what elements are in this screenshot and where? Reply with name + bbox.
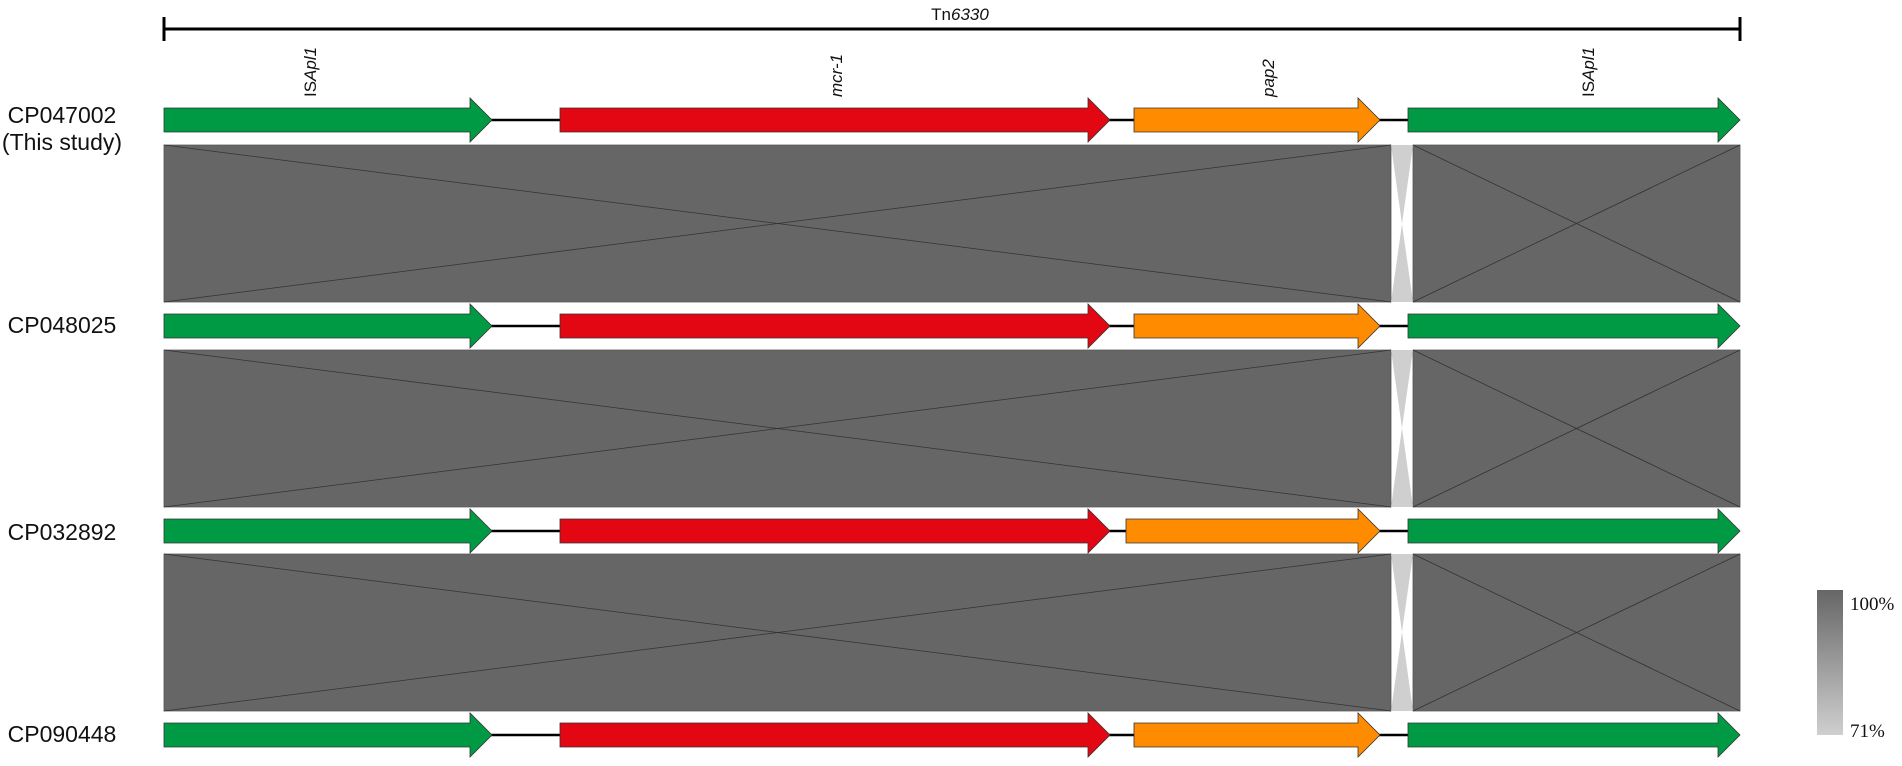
identity-gap-low: [1391, 554, 1413, 632]
gene-label-isapl1-left: ISApl1: [301, 47, 320, 97]
inversion-line: [1412, 144, 1741, 303]
track-cp032892: [163, 508, 1741, 554]
mcr1-arrow: [559, 303, 1111, 349]
comparison-block-3-4: [163, 553, 1741, 712]
gene-label-name: Apl1: [1579, 47, 1598, 82]
identity-gradient-bar: [1817, 590, 1843, 735]
isapl1-arrow: [1407, 508, 1741, 554]
comparison-blocks: [163, 144, 1741, 712]
gene-label-mcr1: mcr-1: [827, 54, 846, 97]
gene-label-isapl1-right: ISApl1: [1579, 47, 1598, 97]
legend-min-label: 71%: [1850, 721, 1885, 742]
inversion-line: [1412, 553, 1741, 712]
identity-gap-low: [1391, 224, 1413, 302]
transposon-number: 6330: [951, 5, 989, 24]
strain-labels: CP047002 (This study) CP048025 CP032892 …: [2, 102, 122, 747]
isapl1-arrow: [163, 97, 493, 143]
comparison-block-2-3: [163, 349, 1741, 508]
track-cp047002: [163, 97, 1741, 143]
inversion-line: [163, 349, 1392, 508]
gene-label-prefix: IS: [1579, 81, 1598, 97]
isapl1-arrow: [1407, 97, 1741, 143]
mcr1-arrow: [559, 712, 1111, 758]
isapl1-arrow: [163, 303, 493, 349]
identity-gap-low: [1391, 632, 1413, 711]
gene-label-prefix: IS: [301, 81, 320, 97]
pap2-arrow: [1133, 97, 1381, 143]
gene-label-name: mcr-1: [827, 54, 846, 97]
isapl1-arrow: [163, 712, 493, 758]
comparison-block-1-2: [163, 144, 1741, 303]
gene-label-name: Apl1: [301, 47, 320, 82]
transposon-scale-bar: Tn6330: [162, 5, 1742, 41]
legend-max-label: 100%: [1850, 594, 1895, 615]
inversion-line: [163, 553, 1392, 712]
track-label-cp047002: CP047002: [8, 102, 117, 128]
track-cp048025: [163, 303, 1741, 349]
inversion-line: [163, 144, 1392, 303]
mcr1-arrow: [559, 508, 1111, 554]
identity-gap-low: [1391, 350, 1413, 428]
pap2-arrow: [1125, 508, 1381, 554]
gene-label-name: pap2: [1259, 59, 1278, 98]
track-label-cp090448: CP090448: [8, 721, 117, 747]
transposon-label: Tn6330: [931, 5, 989, 24]
identity-gap-low: [1391, 145, 1413, 224]
track-cp090448: [163, 712, 1741, 758]
mcr1-arrow: [559, 97, 1111, 143]
track-label-cp032892: CP032892: [8, 519, 117, 545]
transposon-prefix: Tn: [931, 5, 951, 24]
identity-legend: 100% 71%: [1817, 590, 1895, 742]
inversion-line: [1412, 349, 1741, 508]
pap2-arrow: [1133, 303, 1381, 349]
identity-gap-low: [1391, 428, 1413, 507]
track-label-cp048025: CP048025: [8, 312, 117, 338]
gene-labels: ISApl1 mcr-1 pap2 ISApl1: [301, 47, 1598, 98]
pap2-arrow: [1133, 712, 1381, 758]
isapl1-arrow: [163, 508, 493, 554]
track-note-this-study: (This study): [2, 129, 122, 155]
isapl1-arrow: [1407, 303, 1741, 349]
gene-label-pap2: pap2: [1259, 59, 1278, 98]
isapl1-arrow: [1407, 712, 1741, 758]
